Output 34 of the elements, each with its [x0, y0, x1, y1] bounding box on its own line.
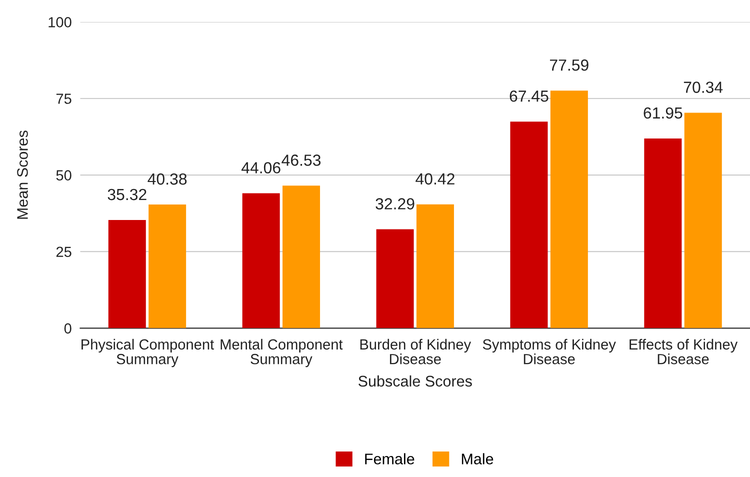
bar	[376, 229, 414, 328]
data-label: 46.53	[282, 154, 321, 166]
data-label: 32.29	[376, 198, 414, 210]
legend-label: Female	[365, 453, 414, 464]
y-tick-label: 0	[64, 323, 72, 334]
x-tick-label: Physical Component Summary	[82, 338, 214, 368]
x-axis-title: Subscale Scores	[358, 375, 472, 387]
x-tick-label: Symptoms of Kidney Disease	[482, 338, 616, 364]
bar	[416, 204, 454, 328]
bar	[108, 220, 146, 328]
data-label: 40.42	[416, 173, 454, 185]
x-tick-label: Mental Component Summary	[220, 338, 343, 368]
data-label: 77.59	[550, 59, 588, 71]
bar	[684, 112, 722, 328]
bar	[242, 193, 280, 328]
bar	[282, 186, 320, 328]
x-tick-label: Effects of Kidney Disease	[630, 338, 738, 364]
y-tick-label: 100	[48, 17, 72, 28]
data-label: 35.32	[108, 188, 146, 200]
x-tick-label: Burden of Kidney Disease	[360, 338, 472, 364]
y-axis-title: Mean Scores	[17, 130, 28, 219]
y-tick-label: 75	[56, 94, 72, 104]
bar	[644, 138, 682, 328]
y-tick-label: 25	[56, 246, 72, 258]
data-label: 70.34	[684, 82, 723, 93]
data-label: 40.38	[148, 173, 187, 185]
bar	[148, 204, 186, 328]
y-tick-label: 50	[56, 170, 72, 180]
data-label: 67.45	[510, 90, 548, 102]
bar	[550, 90, 588, 328]
legend-label: Male	[462, 453, 494, 464]
data-label: 44.06	[241, 162, 280, 174]
data-label: 61.95	[644, 107, 682, 119]
bar	[510, 122, 548, 328]
